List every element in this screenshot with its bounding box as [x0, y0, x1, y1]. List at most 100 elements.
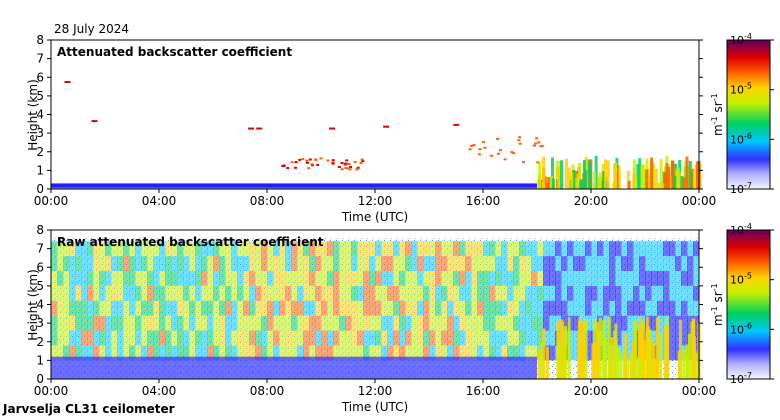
noise-column: [261, 330, 268, 346]
cloud-patch: [256, 127, 263, 130]
noise-column: [141, 345, 148, 361]
noise-column: [57, 330, 64, 346]
noise-column: [87, 330, 94, 346]
noise-column: [189, 270, 196, 286]
noise-column: [63, 300, 70, 316]
noise-column: [435, 300, 442, 316]
x-tick-label: 12:00: [358, 194, 393, 208]
raw-aerosol-column: [666, 325, 670, 379]
x-tick-label: 00:00: [682, 384, 717, 398]
noise-column: [441, 270, 448, 286]
noise-column: [105, 270, 112, 286]
noise-column: [411, 270, 418, 286]
noise-column: [81, 270, 88, 286]
noise-column: [375, 285, 382, 301]
noise-column: [609, 256, 616, 271]
noise-column: [687, 300, 694, 316]
noise-column: [675, 330, 682, 346]
noise-column: [417, 300, 424, 316]
aerosol-column: [576, 173, 580, 189]
noise-column: [165, 270, 172, 286]
aerosol-column: [636, 163, 640, 189]
aerosol-column: [572, 169, 576, 189]
noise-column: [63, 330, 70, 346]
noise-column: [447, 330, 454, 346]
noise-column: [507, 270, 514, 286]
noise-column: [291, 256, 298, 271]
cumulus-patch: [356, 166, 360, 169]
noise-column: [177, 285, 184, 301]
noise-column: [579, 256, 586, 271]
noise-column: [195, 256, 202, 271]
noise-column: [213, 345, 220, 361]
noise-column: [141, 241, 148, 257]
noise-column: [387, 315, 394, 331]
noise-column: [99, 256, 106, 271]
noise-column: [633, 285, 640, 301]
colorbar-label: m-1 sr-1: [710, 283, 725, 326]
noise-column: [51, 285, 58, 301]
noise-column: [483, 270, 490, 286]
noise-column: [183, 241, 190, 257]
noise-column: [393, 285, 400, 301]
noise-column: [105, 315, 112, 331]
aerosol-column: [691, 168, 695, 189]
noise-column: [531, 330, 538, 346]
noise-column: [399, 300, 406, 316]
noise-column: [249, 256, 256, 271]
noise-column: [405, 270, 412, 286]
noise-column: [585, 256, 592, 271]
noise-column: [435, 315, 442, 331]
noise-column: [519, 330, 526, 346]
noise-column: [615, 330, 622, 346]
noise-column: [69, 241, 76, 257]
cumulus-patch: [468, 148, 472, 151]
noise-column: [393, 315, 400, 331]
noise-column: [69, 315, 76, 331]
noise-column: [321, 256, 328, 271]
noise-column: [567, 300, 574, 316]
noise-column: [327, 330, 334, 346]
aerosol-column: [648, 168, 652, 189]
noise-column: [237, 241, 244, 257]
noise-column: [669, 241, 676, 257]
noise-column: [465, 285, 472, 301]
noise-column: [315, 315, 322, 331]
noise-column: [309, 315, 316, 331]
noise-column: [501, 285, 508, 301]
noise-column: [531, 256, 538, 271]
noise-column: [681, 285, 688, 301]
noise-column: [63, 270, 70, 286]
noise-column: [567, 241, 574, 257]
attenuated-backscatter-panel: Attenuated backscatter coefficient 0 1 2 3 4…: [26, 32, 774, 224]
noise-column: [309, 300, 316, 316]
noise-column: [513, 300, 520, 316]
noise-column: [627, 285, 634, 301]
noise-column: [243, 330, 250, 346]
noise-column: [147, 241, 154, 257]
noise-column: [597, 241, 604, 257]
noise-column: [573, 256, 580, 271]
noise-column: [609, 270, 616, 286]
noise-column: [669, 330, 676, 346]
aerosol-column: [627, 181, 631, 189]
noise-column: [165, 345, 172, 361]
noise-column: [693, 270, 700, 286]
noise-column: [363, 315, 370, 331]
noise-column: [597, 300, 604, 316]
noise-column: [345, 345, 352, 361]
noise-column: [441, 315, 448, 331]
noise-column: [291, 241, 298, 257]
noise-column: [75, 345, 82, 361]
raw-aerosol-column: [639, 330, 643, 379]
noise-column: [57, 345, 64, 361]
noise-column: [51, 270, 58, 286]
raw-aerosol-column: [649, 340, 653, 379]
noise-column: [117, 300, 124, 316]
x-tick-label: 04:00: [142, 194, 177, 208]
noise-column: [681, 270, 688, 286]
noise-column: [261, 345, 268, 361]
noise-column: [75, 256, 82, 271]
colorbar: [726, 39, 771, 190]
noise-column: [477, 300, 484, 316]
